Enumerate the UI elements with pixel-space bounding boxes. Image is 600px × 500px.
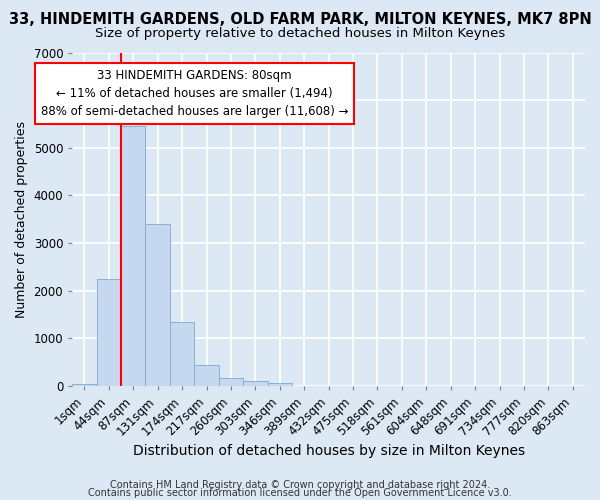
Y-axis label: Number of detached properties: Number of detached properties (15, 121, 28, 318)
Bar (145, 224, 170, 386)
Bar (72, 384, 97, 386)
Bar (121, 126, 145, 386)
X-axis label: Distribution of detached houses by size in Milton Keynes: Distribution of detached houses by size … (133, 444, 524, 458)
Text: Contains public sector information licensed under the Open Government Licence v3: Contains public sector information licen… (88, 488, 512, 498)
Text: Contains HM Land Registry data © Crown copyright and database right 2024.: Contains HM Land Registry data © Crown c… (110, 480, 490, 490)
Text: 33 HINDEMITH GARDENS: 80sqm
← 11% of detached houses are smaller (1,494)
88% of : 33 HINDEMITH GARDENS: 80sqm ← 11% of det… (41, 69, 348, 118)
Bar (243, 381, 268, 386)
Text: 33, HINDEMITH GARDENS, OLD FARM PARK, MILTON KEYNES, MK7 8PN: 33, HINDEMITH GARDENS, OLD FARM PARK, MI… (8, 12, 592, 28)
Bar (194, 364, 219, 386)
Bar (97, 279, 121, 386)
Bar (170, 322, 194, 386)
Text: Size of property relative to detached houses in Milton Keynes: Size of property relative to detached ho… (95, 28, 505, 40)
Bar (268, 383, 292, 386)
Bar (219, 378, 243, 386)
